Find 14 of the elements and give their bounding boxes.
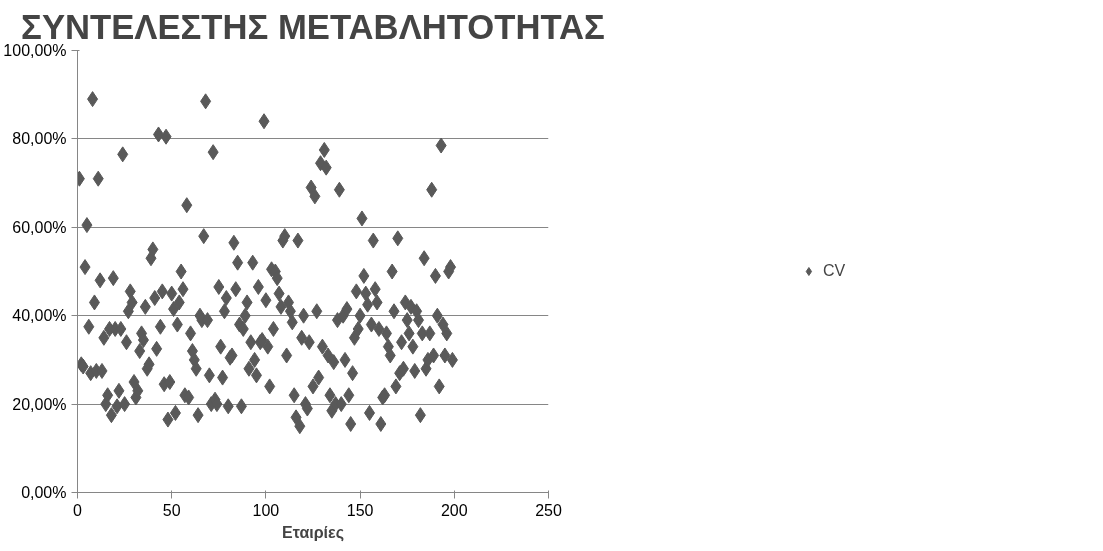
y-tick-label: 0,00% (21, 484, 67, 501)
x-tick-label: 250 (535, 501, 562, 519)
x-tick-label: 50 (162, 501, 181, 519)
x-tick-label: 150 (346, 501, 374, 519)
y-tick-label: 80,00% (12, 130, 67, 148)
y-tick-label: 40,00% (12, 307, 67, 325)
x-tick-label: 200 (440, 501, 468, 519)
y-tick-label: 60,00% (12, 218, 67, 236)
x-tick-label: 0 (73, 501, 83, 519)
x-tick-label: 100 (252, 501, 280, 519)
y-tick-label: 20,00% (12, 395, 67, 413)
y-tick-label: 100,00% (3, 42, 67, 59)
x-axis-title: Εταιρίες (282, 523, 344, 542)
legend-label: CV (822, 262, 846, 280)
